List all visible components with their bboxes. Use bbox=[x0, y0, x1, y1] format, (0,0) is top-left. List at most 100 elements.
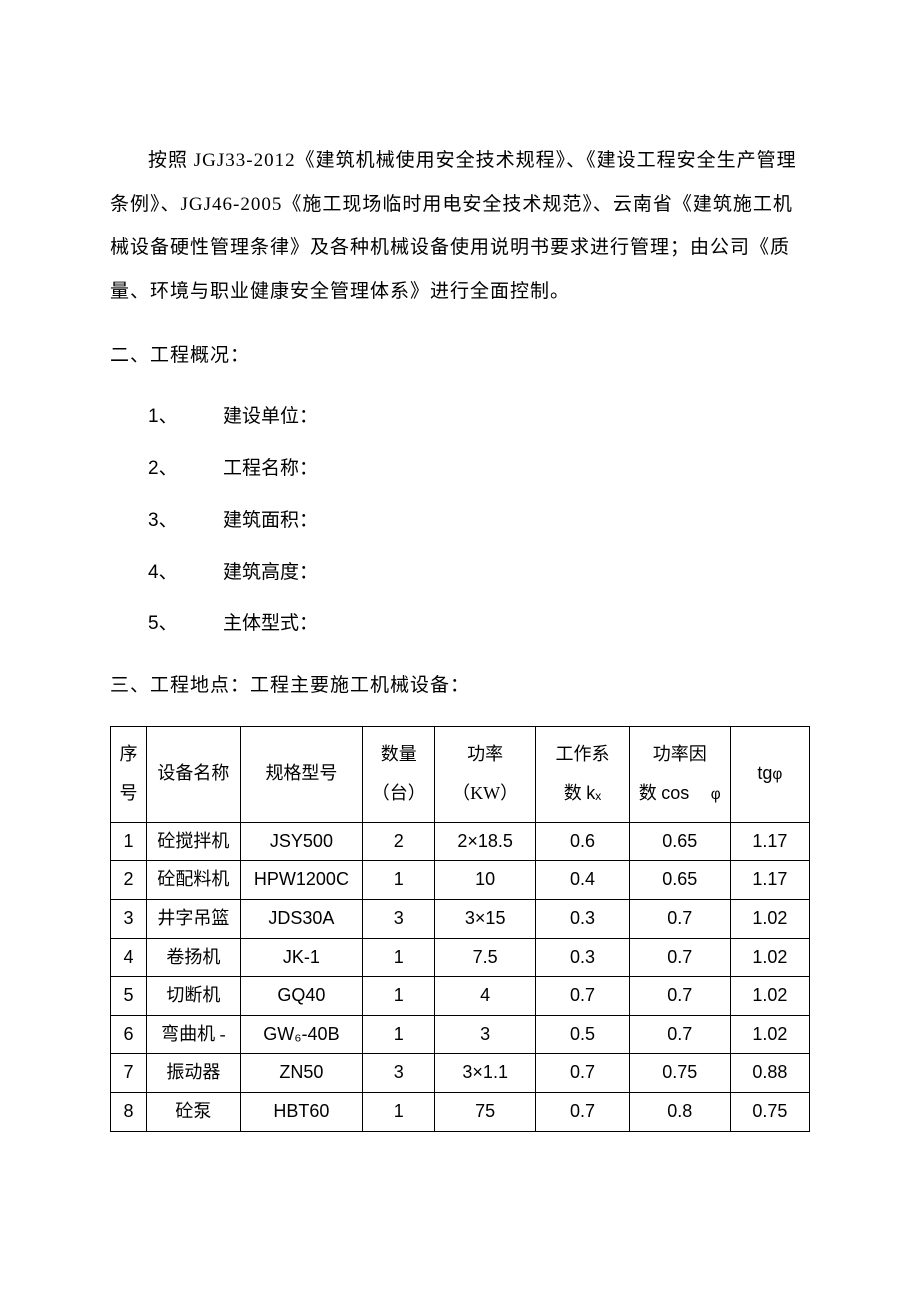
table-row: 8砼泵HBT601750.70.80.75 bbox=[111, 1092, 810, 1131]
cell-kx: 0.5 bbox=[536, 1015, 630, 1054]
cell-kx: 0.7 bbox=[536, 1054, 630, 1093]
cell-tg: 0.75 bbox=[730, 1092, 809, 1131]
header-cos-l2: 数 bbox=[639, 783, 657, 803]
cell-qty: 1 bbox=[363, 1015, 435, 1054]
cell-tg: 0.88 bbox=[730, 1054, 809, 1093]
list-item: 3、 建筑面积： bbox=[148, 499, 810, 543]
cell-model: JSY500 bbox=[240, 822, 363, 861]
cell-cos: 0.7 bbox=[629, 899, 730, 938]
header-tg: tgφ bbox=[730, 726, 809, 822]
header-qty-l2: （台） bbox=[372, 783, 426, 803]
cell-name: 卷扬机 bbox=[147, 938, 241, 977]
cell-kx: 0.3 bbox=[536, 938, 630, 977]
header-pw-l1: 功率 bbox=[467, 744, 503, 764]
header-qty-l1: 数量 bbox=[381, 744, 417, 764]
cell-name: 砼配料机 bbox=[147, 861, 241, 900]
header-kx: 工作系 数 kₓ bbox=[536, 726, 630, 822]
cell-name: 砼泵 bbox=[147, 1092, 241, 1131]
cell-kx: 0.3 bbox=[536, 899, 630, 938]
list-item: 4、 建筑高度： bbox=[148, 551, 810, 595]
cell-power: 2×18.5 bbox=[435, 822, 536, 861]
list-item: 2、 工程名称： bbox=[148, 447, 810, 491]
table-row: 4卷扬机JK-117.50.30.71.02 bbox=[111, 938, 810, 977]
header-kx-l2: 数 bbox=[564, 783, 582, 803]
cell-power: 10 bbox=[435, 861, 536, 900]
cell-kx: 0.6 bbox=[536, 822, 630, 861]
phi-icon: φ bbox=[694, 786, 721, 803]
cell-kx: 0.7 bbox=[536, 1092, 630, 1131]
cell-model: GW₆-40B bbox=[240, 1015, 363, 1054]
header-cos-l1: 功率因 bbox=[653, 744, 707, 764]
item-number: 4、 bbox=[148, 551, 190, 595]
cell-power: 3 bbox=[435, 1015, 536, 1054]
header-kx-suffix: kₓ bbox=[586, 783, 601, 803]
item-label: 建设单位： bbox=[223, 406, 318, 427]
item-number: 2、 bbox=[148, 447, 190, 491]
cell-power: 75 bbox=[435, 1092, 536, 1131]
item-number: 5、 bbox=[148, 602, 190, 646]
cell-name: 切断机 bbox=[147, 977, 241, 1016]
item-number: 1、 bbox=[148, 395, 190, 439]
section3-heading: 三、工程地点：工程主要施工机械设备： bbox=[110, 664, 810, 708]
header-cos: 功率因 数 cos φ bbox=[629, 726, 730, 822]
cell-kx: 0.4 bbox=[536, 861, 630, 900]
cell-power: 7.5 bbox=[435, 938, 536, 977]
table-row: 7振动器ZN5033×1.10.70.750.88 bbox=[111, 1054, 810, 1093]
cell-qty: 2 bbox=[363, 822, 435, 861]
header-name: 设备名称 bbox=[147, 726, 241, 822]
cell-seq: 6 bbox=[111, 1015, 147, 1054]
header-model: 规格型号 bbox=[240, 726, 363, 822]
cell-seq: 3 bbox=[111, 899, 147, 938]
cell-qty: 3 bbox=[363, 1054, 435, 1093]
cell-kx: 0.7 bbox=[536, 977, 630, 1016]
cell-model: HBT60 bbox=[240, 1092, 363, 1131]
equipment-tbody: 1砼搅拌机JSY50022×18.50.60.651.172砼配料机HPW120… bbox=[111, 822, 810, 1131]
cell-model: JDS30A bbox=[240, 899, 363, 938]
cell-power: 4 bbox=[435, 977, 536, 1016]
cell-qty: 1 bbox=[363, 938, 435, 977]
cell-seq: 7 bbox=[111, 1054, 147, 1093]
cell-cos: 0.7 bbox=[629, 977, 730, 1016]
header-qty: 数量 （台） bbox=[363, 726, 435, 822]
item-label: 工程名称： bbox=[223, 458, 318, 479]
cell-model: HPW1200C bbox=[240, 861, 363, 900]
cell-tg: 1.02 bbox=[730, 899, 809, 938]
header-tg-text: tg bbox=[757, 763, 772, 783]
intro-paragraph: 按照 JGJ33-2012《建筑机械使用安全技术规程》、《建设工程安全生产管理条… bbox=[110, 139, 810, 314]
item-label: 主体型式： bbox=[223, 613, 318, 634]
cell-cos: 0.8 bbox=[629, 1092, 730, 1131]
cell-cos: 0.7 bbox=[629, 938, 730, 977]
cell-tg: 1.02 bbox=[730, 938, 809, 977]
cell-cos: 0.65 bbox=[629, 861, 730, 900]
cell-tg: 1.02 bbox=[730, 1015, 809, 1054]
table-row: 2砼配料机HPW1200C1100.40.651.17 bbox=[111, 861, 810, 900]
cell-name: 砼搅拌机 bbox=[147, 822, 241, 861]
equipment-table: 序号 设备名称 规格型号 数量 （台） 功率 （KW） 工作系 数 kₓ 功率因… bbox=[110, 726, 810, 1132]
section2-list: 1、 建设单位： 2、 工程名称： 3、 建筑面积： 4、 建筑高度： 5、 主… bbox=[110, 395, 810, 645]
header-power: 功率 （KW） bbox=[435, 726, 536, 822]
cell-qty: 1 bbox=[363, 861, 435, 900]
item-label: 建筑面积： bbox=[223, 510, 318, 531]
header-seq: 序号 bbox=[111, 726, 147, 822]
cell-tg: 1.17 bbox=[730, 861, 809, 900]
cell-seq: 2 bbox=[111, 861, 147, 900]
cell-model: JK-1 bbox=[240, 938, 363, 977]
cell-model: GQ40 bbox=[240, 977, 363, 1016]
cell-power: 3×15 bbox=[435, 899, 536, 938]
cell-cos: 0.7 bbox=[629, 1015, 730, 1054]
cell-qty: 1 bbox=[363, 977, 435, 1016]
cell-seq: 1 bbox=[111, 822, 147, 861]
item-label: 建筑高度： bbox=[223, 562, 318, 583]
header-pw-l2: （KW） bbox=[452, 783, 518, 803]
header-cos-suffix: cos bbox=[661, 783, 689, 803]
phi-icon: φ bbox=[772, 766, 782, 783]
cell-name: 弯曲机 - bbox=[147, 1015, 241, 1054]
cell-tg: 1.02 bbox=[730, 977, 809, 1016]
cell-model: ZN50 bbox=[240, 1054, 363, 1093]
list-item: 1、 建设单位： bbox=[148, 395, 810, 439]
cell-name: 井字吊篮 bbox=[147, 899, 241, 938]
cell-cos: 0.75 bbox=[629, 1054, 730, 1093]
cell-tg: 1.17 bbox=[730, 822, 809, 861]
table-row: 3井字吊篮JDS30A33×150.30.71.02 bbox=[111, 899, 810, 938]
cell-seq: 8 bbox=[111, 1092, 147, 1131]
